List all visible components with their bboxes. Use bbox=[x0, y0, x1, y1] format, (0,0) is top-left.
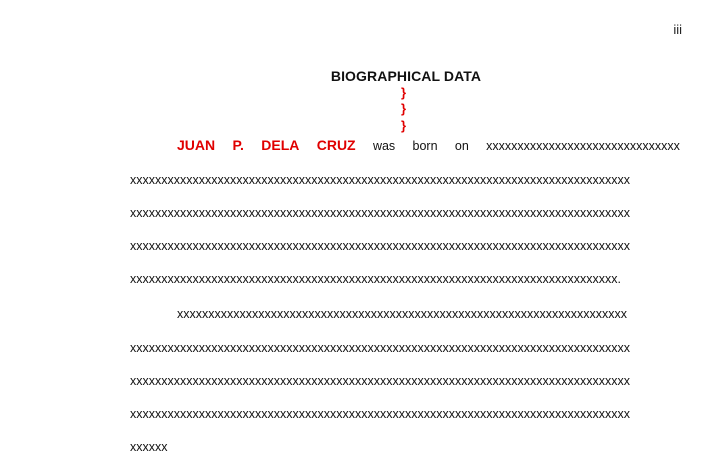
paragraph-1-line: xxxxxxxxxxxxxxxxxxxxxxxxxxxxxxxxxxxxxxxx… bbox=[130, 239, 630, 253]
paragraph-1-first-line: JUAN P. DELA CRUZ was born on xxxxxxxxxx… bbox=[177, 137, 680, 153]
paragraph-2-line: xxxxxxxxxxxxxxxxxxxxxxxxxxxxxxxxxxxxxxxx… bbox=[130, 341, 630, 355]
paragraph-2-line: xxxxxxxxxxxxxxxxxxxxxxxxxxxxxxxxxxxxxxxx… bbox=[130, 407, 630, 421]
name-last: CRUZ bbox=[316, 137, 356, 153]
paragraph-2-line: xxxxxxxxxxxxxxxxxxxxxxxxxxxxxxxxxxxxxxxx… bbox=[130, 374, 630, 388]
body-word: was bbox=[372, 139, 396, 153]
paragraph-2-first-line: xxxxxxxxxxxxxxxxxxxxxxxxxxxxxxxxxxxxxxxx… bbox=[177, 307, 627, 321]
red-brace-marker: } bbox=[401, 101, 407, 116]
paragraph-2-line: xxxxxx bbox=[130, 440, 168, 454]
red-brace-marker: } bbox=[401, 85, 407, 100]
page-number: iii bbox=[673, 22, 682, 37]
paragraph-1-line: xxxxxxxxxxxxxxxxxxxxxxxxxxxxxxxxxxxxxxxx… bbox=[130, 272, 621, 286]
red-brace-marker: } bbox=[401, 118, 407, 133]
name-middle: DELA bbox=[261, 137, 300, 153]
body-word: born bbox=[412, 139, 438, 153]
paragraph-1-line: xxxxxxxxxxxxxxxxxxxxxxxxxxxxxxxxxxxxxxxx… bbox=[130, 173, 630, 187]
paragraph-1-line: xxxxxxxxxxxxxxxxxxxxxxxxxxxxxxxxxxxxxxxx… bbox=[130, 206, 630, 220]
name-first: JUAN bbox=[177, 137, 216, 153]
placeholder-text: xxxxxxxxxxxxxxxxxxxxxxxxxxxxxxx bbox=[486, 139, 680, 153]
name-middle-initial: P. bbox=[232, 137, 244, 153]
page-title: BIOGRAPHICAL DATA bbox=[330, 68, 482, 84]
body-word: on bbox=[454, 139, 469, 153]
